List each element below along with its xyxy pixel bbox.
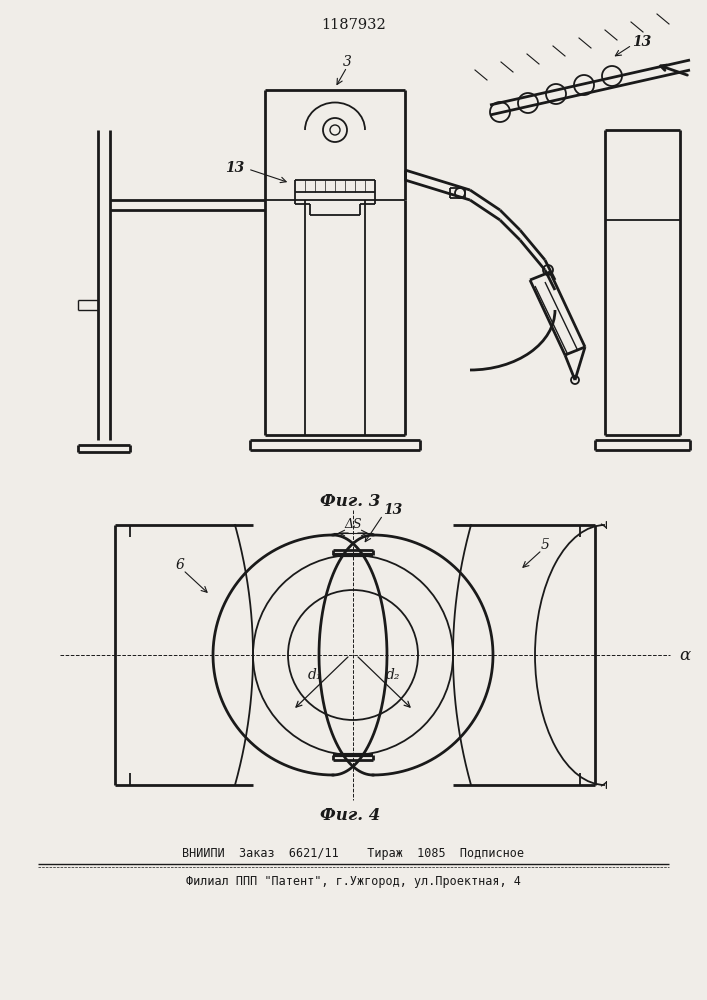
Text: 13: 13 [383, 503, 402, 517]
Text: 6: 6 [175, 558, 185, 572]
Text: α: α [679, 647, 691, 664]
Text: Филиал ППП "Патент", г.Ужгород, ул.Проектная, 4: Филиал ППП "Патент", г.Ужгород, ул.Проек… [185, 876, 520, 888]
Text: d₁: d₁ [308, 668, 322, 682]
Text: Фиг. 3: Фиг. 3 [320, 493, 380, 510]
Text: 5: 5 [541, 538, 549, 552]
Text: 1187932: 1187932 [322, 18, 386, 32]
Text: ΔS: ΔS [344, 518, 362, 530]
Text: 3: 3 [343, 55, 351, 69]
Text: Фиг. 4: Фиг. 4 [320, 806, 380, 824]
Text: ВНИИПИ  Заказ  6621/11    Тираж  1085  Подписное: ВНИИПИ Заказ 6621/11 Тираж 1085 Подписно… [182, 846, 524, 859]
Text: d₂: d₂ [386, 668, 400, 682]
Text: 13: 13 [225, 161, 244, 175]
Text: 13: 13 [632, 35, 651, 49]
